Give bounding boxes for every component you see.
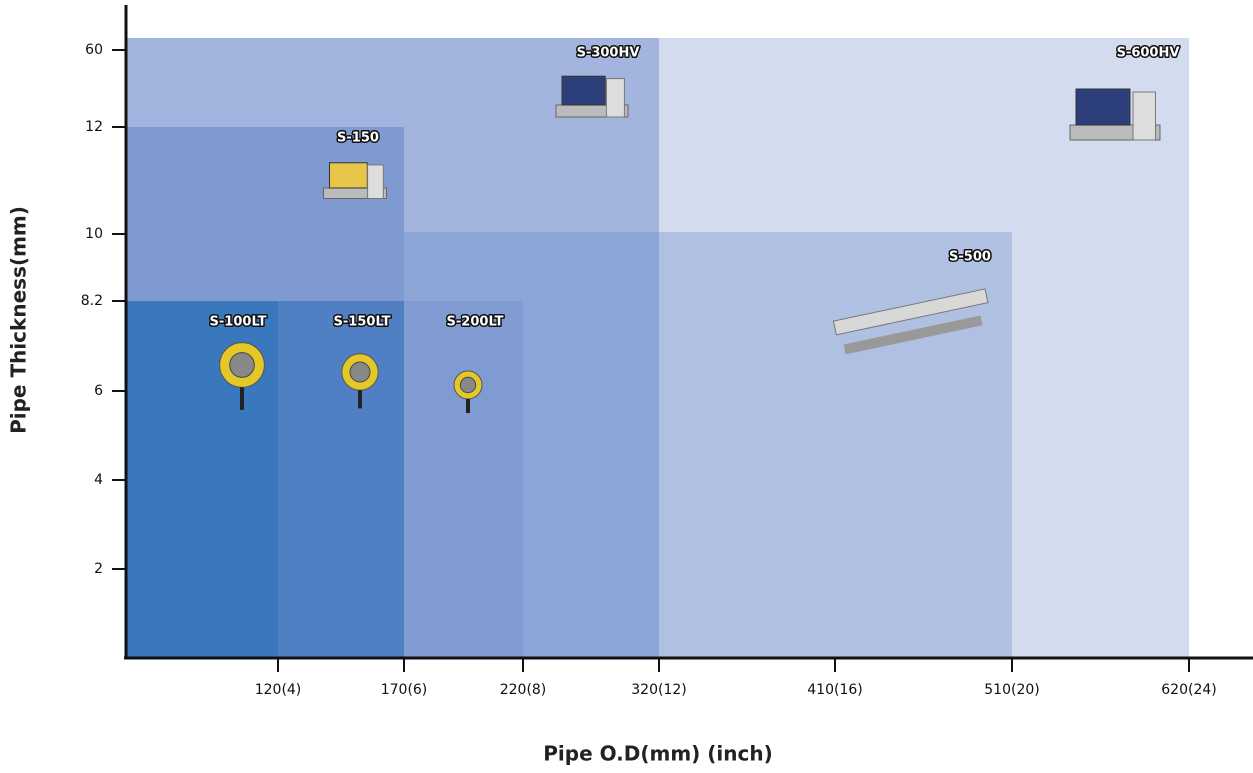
body [329,162,368,189]
handle [466,399,470,413]
y-tick-label: 60 [85,42,103,58]
machine-icon [341,353,379,409]
x-tick-label: 620(24) [1161,682,1216,698]
areas [126,38,1189,657]
pipe [832,288,989,336]
y-tick-label: 8.2 [81,293,103,309]
body [561,75,606,106]
body [1075,88,1131,126]
x-tick-label: 410(16) [807,682,862,698]
panel [367,164,384,199]
y-tick-label: 12 [85,119,103,135]
product-label: S-600HV [1117,46,1180,61]
y-tick-label: 2 [94,561,103,577]
product-label: S-100LT [210,315,267,330]
x-tick-label: 220(8) [500,682,547,698]
hub [459,376,477,394]
product-label: S-150LT [334,315,391,330]
machine-icon [323,162,387,199]
hub [349,361,371,383]
handle [240,387,244,410]
y-tick-label: 10 [85,226,103,242]
frame [843,315,983,355]
machine-icon [832,288,989,355]
machine-icon [1069,88,1161,141]
machine-icon [453,370,483,413]
handle [358,390,362,409]
y-tick-label: 6 [94,383,103,399]
panel [1132,91,1156,141]
x-tick-label: 320(12) [631,682,686,698]
hub [229,352,255,378]
x-tick-label: 170(6) [381,682,428,698]
product-label: S-150 [337,131,379,146]
product-label: S-200LT [447,315,504,330]
machine-icon [219,342,265,410]
x-tick-label: 120(4) [255,682,302,698]
product-label: S-300HV [577,46,640,61]
y-axis-title: Pipe Thickness(mm) [7,206,31,434]
machine-icon [555,75,629,118]
panel [605,78,625,118]
x-tick-label: 510(20) [984,682,1039,698]
x-axis-title: Pipe O.D(mm) (inch) [543,742,773,766]
product-label: S-500 [949,250,991,265]
y-tick-label: 4 [94,472,103,488]
